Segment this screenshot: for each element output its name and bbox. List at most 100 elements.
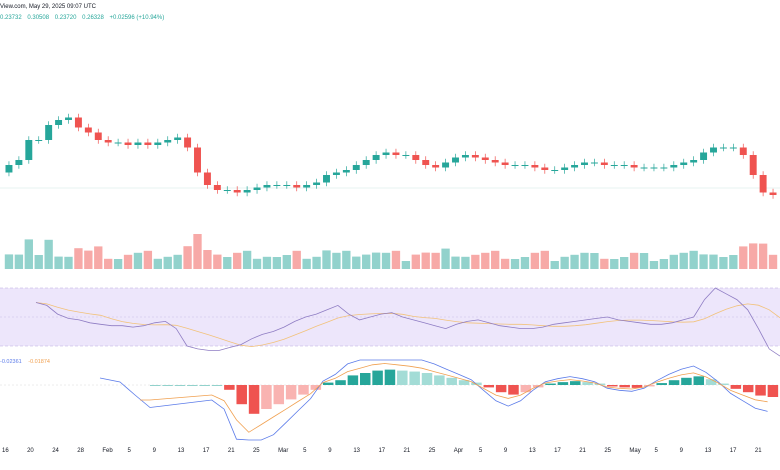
candle-body	[94, 132, 102, 140]
macd-hist-bar	[557, 382, 569, 385]
volume-bar	[203, 250, 212, 269]
x-axis-tick-label: Mar	[278, 448, 288, 454]
x-axis-tick-label: Apr	[454, 448, 463, 454]
candle-body	[323, 175, 330, 183]
volume-bar	[113, 259, 123, 269]
x-axis-tick-label: 17	[554, 448, 561, 454]
candle-body	[74, 117, 82, 128]
macd-hist-bar	[582, 382, 593, 385]
candle-body	[531, 165, 539, 168]
macd-hist-bar	[730, 385, 742, 389]
volume-bar	[74, 248, 83, 269]
macd-hist-bar	[755, 385, 766, 396]
candle-body	[571, 165, 579, 168]
rsi-ma-line	[35, 302, 780, 348]
volume-bar	[401, 261, 411, 269]
volume-bar	[272, 257, 282, 269]
volume-bar	[94, 246, 103, 269]
volume-bar	[500, 258, 510, 269]
volume-bar	[659, 259, 669, 269]
candle-body	[273, 185, 281, 186]
candle-body	[372, 155, 380, 160]
candle-body	[561, 167, 569, 170]
candle-body	[610, 165, 618, 166]
volume-bar	[282, 255, 291, 269]
volume-bar	[639, 253, 649, 269]
volume-bar	[431, 252, 440, 269]
x-axis-tick-label: 13	[705, 448, 712, 454]
macd-hist-bar	[236, 385, 247, 405]
macd-signal-line	[140, 363, 768, 433]
volume-bars	[4, 234, 778, 269]
candle-body	[422, 160, 430, 165]
volume-bar	[123, 254, 133, 269]
volume-bar	[104, 258, 113, 269]
candle-body	[491, 160, 499, 163]
macd-hist-bar	[495, 385, 507, 393]
price-candles[interactable]	[5, 113, 777, 199]
volume-bar	[491, 250, 500, 269]
macd-hist-bar	[174, 385, 186, 386]
volume-bar	[262, 256, 272, 269]
x-axis-tick-label: 21	[228, 448, 235, 454]
macd-hist-bar	[261, 385, 272, 409]
volume-bar	[352, 256, 361, 269]
ohlc-high: 0.30508	[27, 15, 50, 21]
macd-hist-bar	[545, 383, 556, 385]
candle-body	[739, 147, 747, 155]
macd-hist-bar	[372, 370, 383, 385]
volume-bar	[481, 252, 490, 269]
candle-body	[243, 190, 251, 193]
macd-hist-bar	[483, 385, 495, 388]
volume-bar	[153, 258, 162, 269]
candle-body	[223, 190, 231, 191]
rsi-line	[35, 287, 780, 357]
x-axis-tick-label: 9	[153, 448, 157, 454]
candle-body	[263, 185, 271, 188]
candle-body	[680, 162, 688, 165]
macd-hist-bar	[285, 385, 297, 400]
volume-bar	[34, 255, 43, 269]
macd-hist-bar	[310, 385, 322, 390]
candle-body	[283, 185, 291, 186]
macd-hist-bar	[705, 379, 717, 385]
macd-line	[99, 359, 768, 441]
volume-bar	[342, 250, 351, 269]
x-axis-tick-label: 5	[303, 448, 307, 454]
candle-body	[710, 147, 717, 153]
candle-body	[35, 140, 43, 141]
macd-hist-bar	[446, 377, 457, 385]
candle-body	[590, 162, 598, 164]
candle-body	[729, 147, 737, 149]
macd-value: -0.02361	[0, 359, 22, 365]
candle-body	[253, 187, 261, 190]
volume-bar	[461, 256, 470, 269]
candle-body	[114, 142, 122, 144]
candle-body	[769, 192, 777, 195]
candle-body	[203, 172, 211, 185]
candle-body	[541, 167, 549, 170]
volume-bar	[163, 256, 172, 269]
volume-bar	[768, 254, 778, 269]
macd-hist-bar	[409, 371, 420, 385]
volume-bar	[183, 246, 192, 269]
volume-bar	[242, 250, 252, 269]
candle-body	[174, 137, 182, 140]
volume-bar	[719, 257, 728, 269]
candle-body	[471, 155, 479, 158]
x-axis-tick-label: Feb	[102, 448, 113, 454]
candle-body	[164, 140, 172, 143]
macd-hist-bar	[693, 376, 705, 385]
macd-hist-bar	[150, 385, 161, 386]
candle-body	[213, 185, 221, 190]
volume-bar	[391, 250, 401, 269]
candle-body	[65, 117, 72, 120]
volume-bar	[233, 252, 242, 269]
volume-bar	[24, 239, 33, 269]
volume-bar	[729, 255, 738, 269]
candle-body	[521, 165, 529, 166]
volume-bar	[471, 254, 480, 269]
x-axis-tick-label: 25	[429, 448, 436, 454]
